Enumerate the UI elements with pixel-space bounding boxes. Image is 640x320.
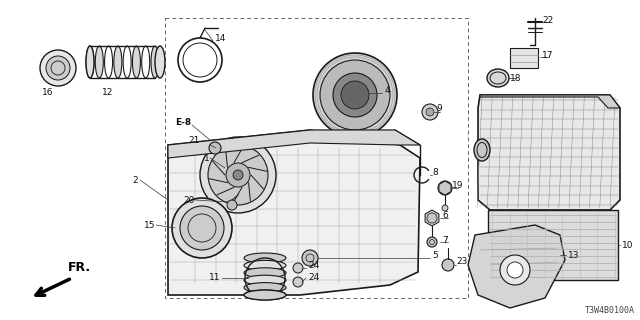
Circle shape (333, 73, 377, 117)
Text: 11: 11 (209, 274, 220, 283)
Ellipse shape (244, 260, 286, 270)
Text: 6: 6 (442, 211, 448, 220)
Circle shape (313, 53, 397, 137)
Ellipse shape (86, 46, 94, 78)
Circle shape (500, 255, 530, 285)
Circle shape (507, 262, 523, 278)
Circle shape (200, 137, 276, 213)
Text: 9: 9 (436, 103, 442, 113)
Ellipse shape (244, 275, 286, 285)
Text: T3W4B0100A: T3W4B0100A (585, 306, 635, 315)
Text: 17: 17 (542, 51, 554, 60)
Ellipse shape (114, 46, 122, 78)
Circle shape (426, 108, 434, 116)
Ellipse shape (95, 46, 103, 78)
Text: 20: 20 (184, 196, 195, 204)
Ellipse shape (474, 139, 490, 161)
Polygon shape (478, 95, 620, 210)
Ellipse shape (151, 46, 159, 78)
Text: 24: 24 (308, 274, 319, 283)
Text: 19: 19 (452, 180, 463, 189)
Text: 15: 15 (143, 220, 155, 229)
Bar (165, 18, 468, 298)
Bar (488, 210, 618, 280)
Circle shape (172, 198, 232, 258)
Text: 14: 14 (215, 34, 227, 43)
Text: 22: 22 (542, 15, 553, 25)
Ellipse shape (487, 69, 509, 87)
Ellipse shape (244, 290, 286, 300)
Ellipse shape (132, 46, 140, 78)
Circle shape (293, 263, 303, 273)
Text: 16: 16 (42, 88, 54, 97)
Text: 2: 2 (132, 175, 138, 185)
Circle shape (208, 145, 268, 205)
Text: 10: 10 (622, 241, 634, 250)
Ellipse shape (244, 290, 286, 300)
Text: 1: 1 (204, 154, 210, 163)
Circle shape (442, 205, 448, 211)
Circle shape (40, 50, 76, 86)
Circle shape (320, 60, 390, 130)
Circle shape (46, 56, 70, 80)
Ellipse shape (244, 253, 286, 263)
Text: 12: 12 (102, 88, 114, 97)
Text: FR.: FR. (68, 261, 91, 274)
Circle shape (233, 170, 243, 180)
Ellipse shape (244, 283, 286, 292)
Polygon shape (168, 130, 420, 158)
Text: 7: 7 (442, 236, 448, 244)
Circle shape (427, 237, 437, 247)
Text: 8: 8 (432, 167, 438, 177)
Circle shape (209, 142, 221, 154)
Polygon shape (480, 95, 620, 108)
Text: 5: 5 (432, 251, 438, 260)
Text: 4: 4 (385, 85, 390, 94)
Circle shape (302, 250, 318, 266)
Text: 21: 21 (189, 135, 200, 145)
Circle shape (438, 181, 452, 195)
Circle shape (227, 200, 237, 210)
Circle shape (293, 277, 303, 287)
Circle shape (442, 259, 454, 271)
Circle shape (341, 81, 369, 109)
Text: E-8: E-8 (175, 117, 191, 126)
Polygon shape (425, 210, 439, 226)
Ellipse shape (155, 46, 165, 78)
Polygon shape (168, 130, 420, 295)
Text: 24: 24 (308, 260, 319, 269)
Circle shape (422, 104, 438, 120)
Text: 23: 23 (456, 258, 467, 267)
Polygon shape (439, 181, 451, 195)
FancyBboxPatch shape (510, 48, 538, 68)
Circle shape (180, 206, 224, 250)
Polygon shape (468, 225, 565, 308)
Circle shape (226, 163, 250, 187)
Ellipse shape (244, 268, 286, 278)
Text: 13: 13 (568, 251, 579, 260)
Text: 18: 18 (510, 74, 522, 83)
